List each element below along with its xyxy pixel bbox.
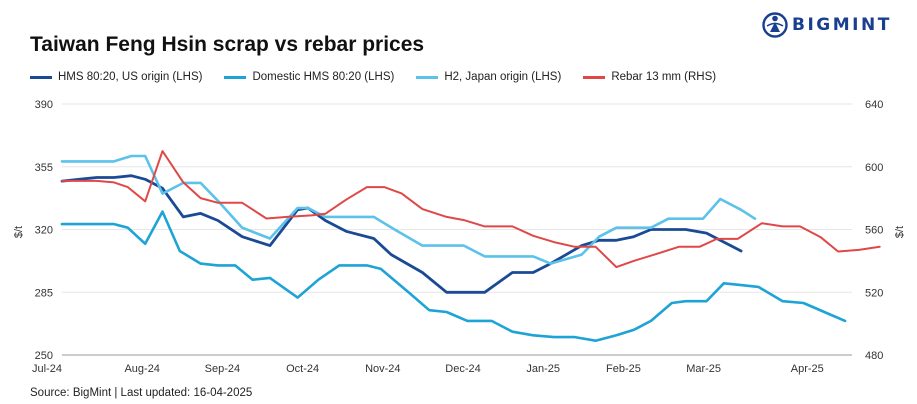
legend-swatch <box>30 75 52 79</box>
legend-item-domestic-hms: Domestic HMS 80:20 (LHS) <box>224 71 394 83</box>
y-tick-left: 250 <box>35 350 53 362</box>
y-tick-right: 640 <box>865 99 883 111</box>
x-tick-label: Jan-25 <box>526 363 560 375</box>
chart-title: Taiwan Feng Hsin scrap vs rebar prices <box>30 33 425 56</box>
x-tick-label: Feb-25 <box>606 363 641 375</box>
series-line <box>60 154 757 265</box>
globe-logo-icon <box>762 12 788 38</box>
y-tick-left: 390 <box>35 99 53 111</box>
x-tick-label: Apr-25 <box>791 363 824 375</box>
y-axis-title-right: $/t <box>894 226 906 238</box>
y-tick-right: 520 <box>865 287 883 299</box>
y-axis-title-left: $/t <box>13 226 25 238</box>
x-tick-label: Nov-24 <box>365 363 400 375</box>
y-tick-right: 480 <box>865 350 883 362</box>
legend-swatch <box>583 75 606 79</box>
x-tick-label: Mar-25 <box>686 363 721 375</box>
y-tick-left: 355 <box>35 162 53 174</box>
series-line <box>60 174 743 294</box>
x-tick-label: Dec-24 <box>445 363 480 375</box>
series-line <box>60 210 847 342</box>
legend-label: H2, Japan origin (LHS) <box>444 71 562 83</box>
legend-label: Rebar 13 mm (RHS) <box>611 71 717 83</box>
chart-legend: HMS 80:20, US origin (LHS) Domestic HMS … <box>30 71 738 83</box>
x-tick-label: Aug-24 <box>124 363 159 375</box>
x-tick-label: Oct-24 <box>286 363 319 375</box>
brand-logo: BIGMINT <box>762 12 892 38</box>
brand-name: BIGMINT <box>792 15 892 35</box>
legend-swatch <box>416 75 439 79</box>
y-tick-left: 285 <box>35 287 53 299</box>
y-tick-right: 600 <box>865 162 883 174</box>
chart-source: Source: BigMint | Last updated: 16-04-20… <box>30 387 253 399</box>
legend-item-h2-japan: H2, Japan origin (LHS) <box>416 71 561 83</box>
y-tick-left: 320 <box>35 225 53 237</box>
legend-item-hms-us: HMS 80:20, US origin (LHS) <box>30 71 202 83</box>
legend-label: HMS 80:20, US origin (LHS) <box>58 71 203 83</box>
legend-item-rebar: Rebar 13 mm (RHS) <box>583 71 716 83</box>
legend-label: Domestic HMS 80:20 (LHS) <box>252 71 395 83</box>
y-tick-right: 560 <box>865 225 883 237</box>
x-tick-label: Jul-24 <box>32 363 62 375</box>
legend-swatch <box>224 75 247 79</box>
series-line <box>61 150 881 269</box>
x-tick-label: Sep-24 <box>205 363 240 375</box>
